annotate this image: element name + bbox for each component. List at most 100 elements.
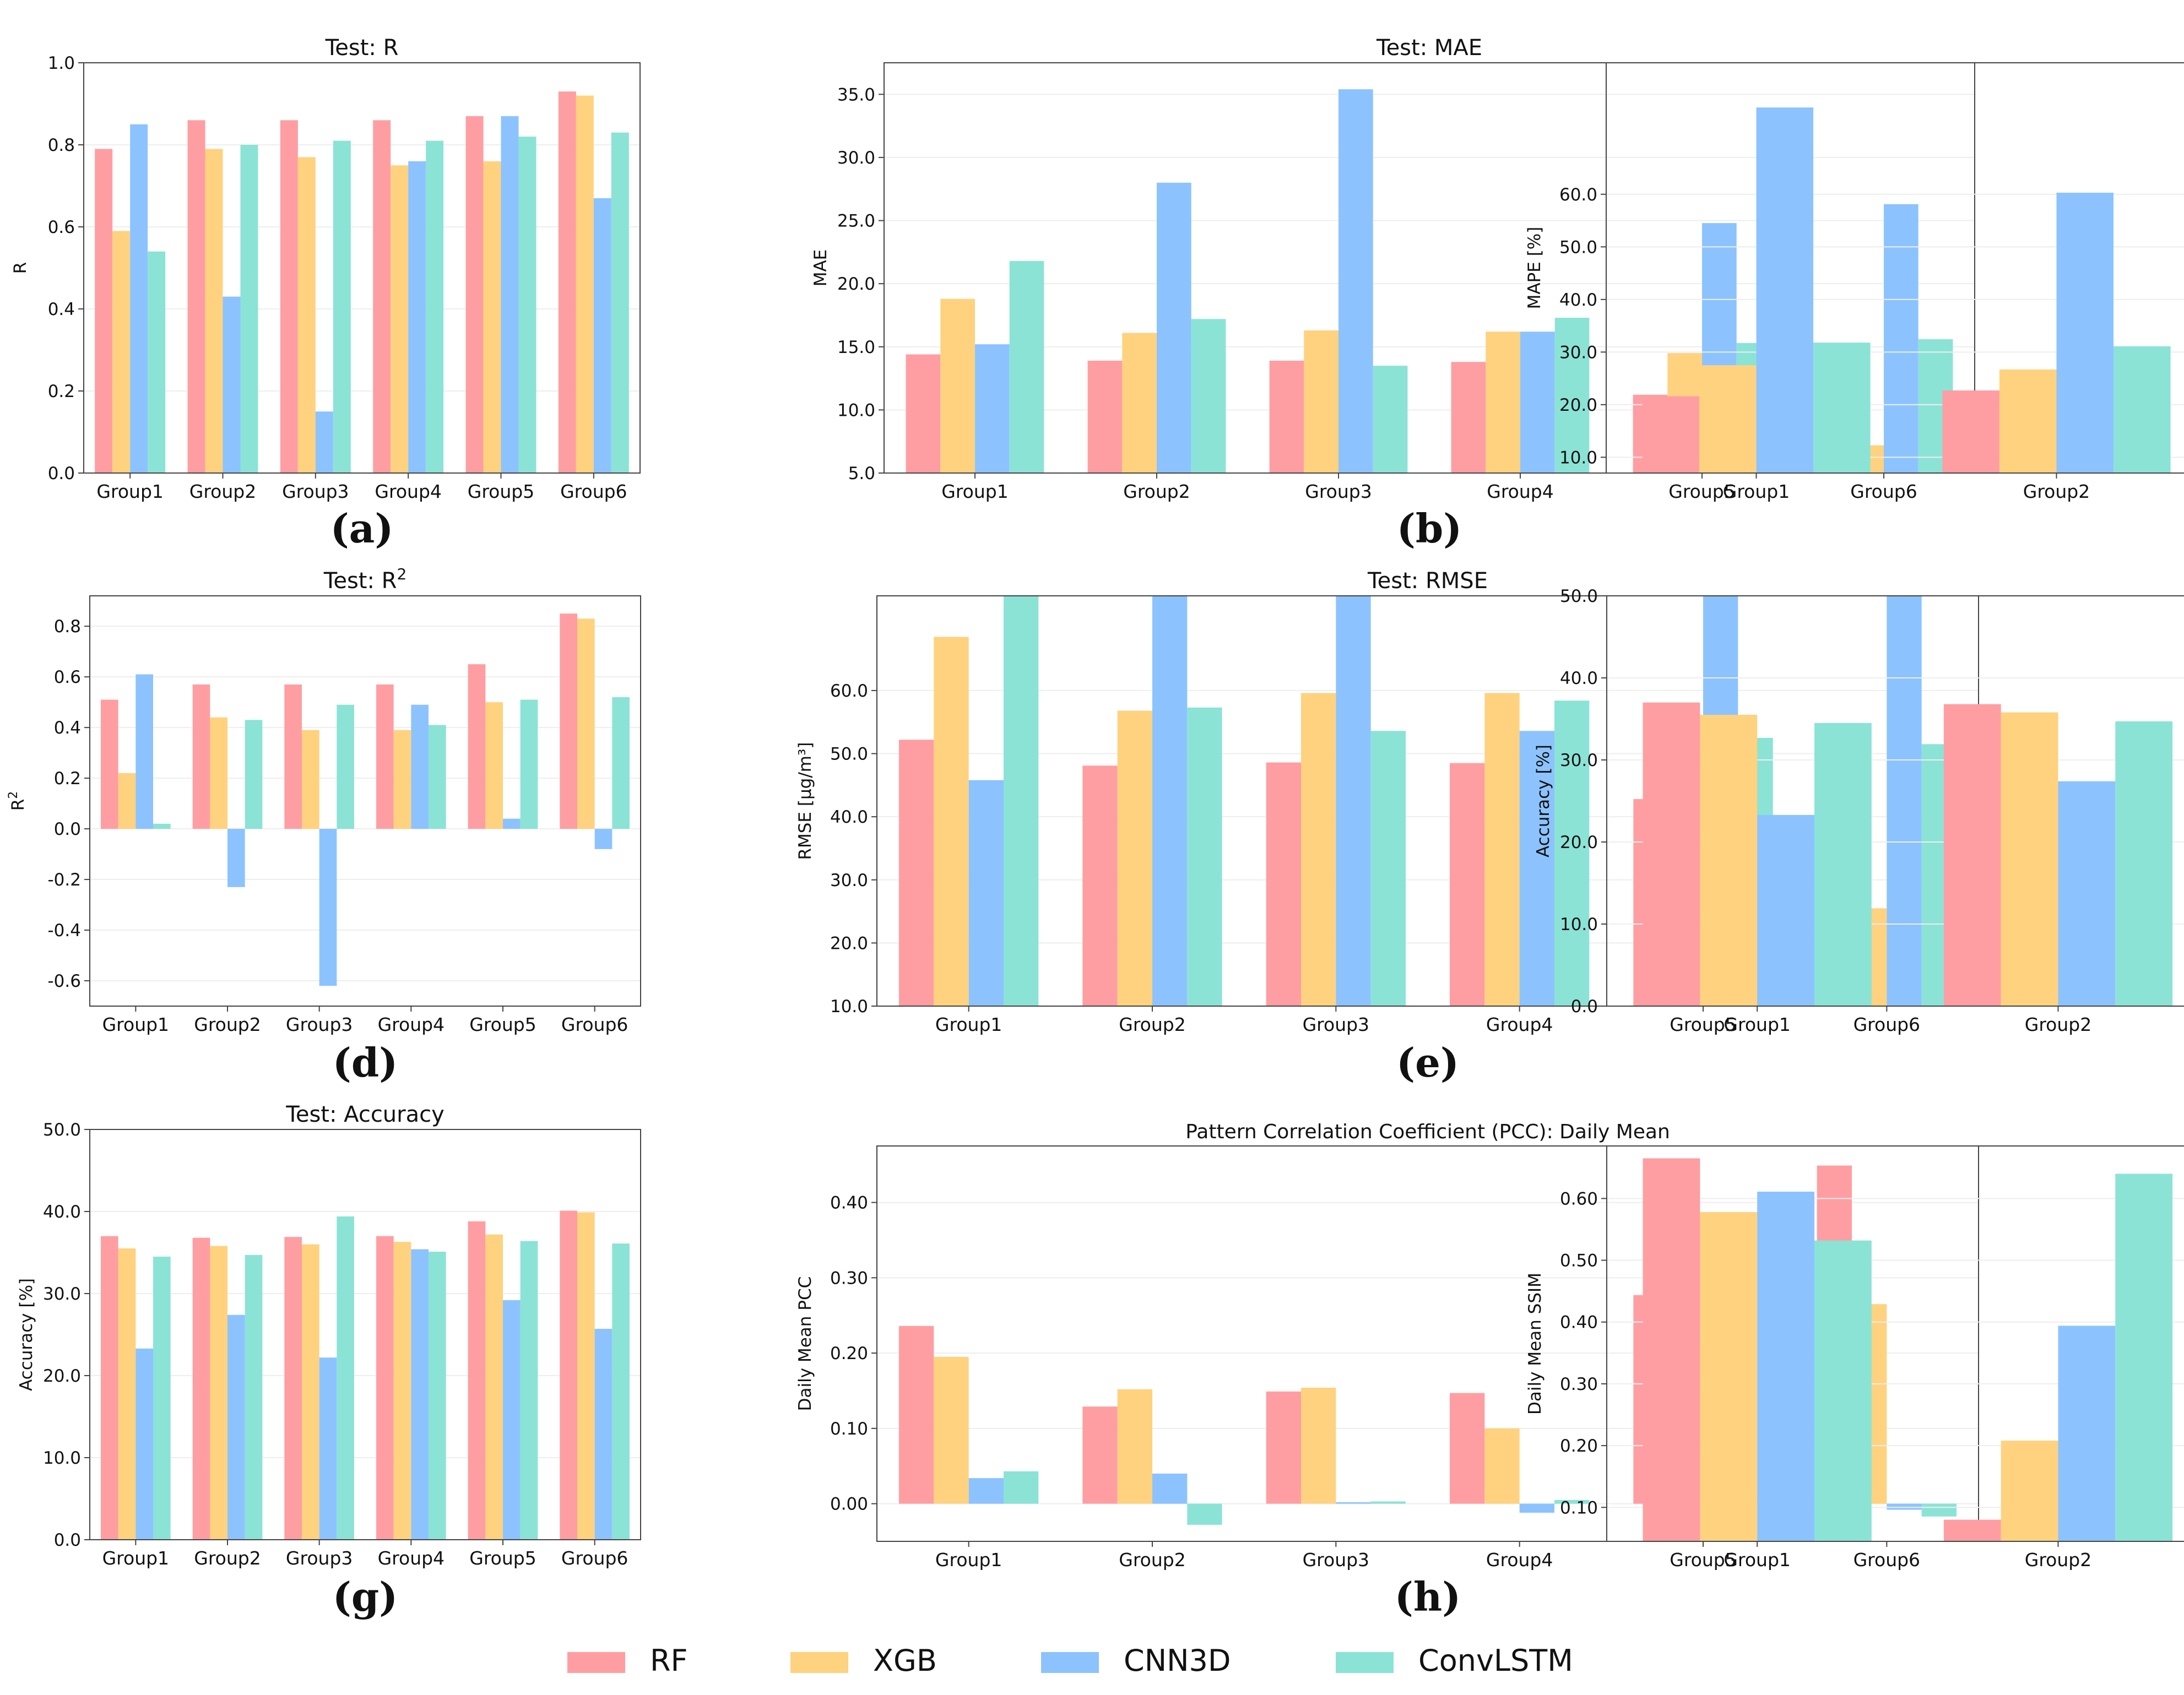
y-axis-label: Accuracy [%] [17, 1278, 36, 1391]
x-tick-label: Group5 [468, 481, 534, 502]
x-tick-label: Group4 [1486, 1014, 1553, 1035]
bar-rf-group4 [373, 120, 391, 474]
title-superscript: 2 [397, 565, 407, 583]
bar-xgb-group6 [576, 95, 594, 474]
bar-xgb-group4 [1484, 1428, 1520, 1504]
bar-rf-group4 [1450, 763, 1485, 1006]
bar-convlstm-group2 [1187, 1503, 1222, 1525]
y-tick-label: 20.0 [837, 274, 875, 294]
bar-rf-group4 [1450, 1393, 1485, 1504]
bar-rf-group3 [280, 120, 298, 474]
legend-label-convlstm: ConvLSTM [1418, 1643, 1573, 1678]
bar-convlstm-group1 [1813, 343, 1871, 473]
x-tick-label: Group2 [189, 481, 256, 502]
y-tick-label: 0.4 [54, 718, 81, 738]
legend-swatch-rf [567, 1652, 625, 1673]
bar-xgb-group4 [391, 165, 409, 473]
y-tick-label: 40.0 [43, 1202, 81, 1222]
x-tick-label: Group6 [1854, 1014, 1920, 1035]
x-tick-label: Group2 [1119, 1014, 1185, 1035]
y-tick-label: 40.0 [830, 807, 868, 827]
bar-xgb-group4 [393, 1242, 411, 1540]
x-tick-label: Group1 [102, 1547, 169, 1569]
bar-convlstm-group1 [1814, 1240, 1872, 1541]
bar-xgb-group2 [210, 1246, 227, 1540]
x-tick-label: Group2 [194, 1547, 261, 1569]
x-tick-label: Group3 [1305, 481, 1372, 502]
bar-rf-group1 [1643, 702, 1700, 1006]
bar-cnn3d-group1 [968, 780, 1004, 1006]
bar-rf-group2 [1082, 1406, 1118, 1504]
x-tick-label: Group2 [2025, 1014, 2091, 1035]
x-tick-label: Group1 [1724, 1549, 1790, 1571]
bar-convlstm-group3 [337, 1216, 354, 1540]
x-tick-label: Group1 [1723, 481, 1790, 502]
bar-rf-group5 [465, 116, 484, 474]
bar-xgb-group4 [393, 730, 411, 829]
bar-xgb-group4 [1486, 332, 1520, 473]
bar-cnn3d-group5 [503, 1300, 521, 1540]
bar-cnn3d-group2 [2058, 1325, 2116, 1541]
x-tick-label: Group1 [941, 481, 1008, 502]
x-tick-label: Group1 [102, 1014, 169, 1035]
bar-convlstm-group3 [333, 140, 351, 474]
y-axis-label: MAE [811, 249, 831, 287]
y-tick-label: 0.10 [830, 1419, 868, 1439]
y-tick-label: -0.6 [48, 971, 82, 991]
bar-rf-group2 [1087, 360, 1123, 473]
bar-convlstm-group4 [1554, 700, 1590, 1006]
bar-cnn3d-group6 [1887, 596, 1922, 1006]
y-tick-label: 10.0 [1560, 915, 1598, 935]
y-tick-label: -0.2 [48, 870, 82, 890]
bar-cnn3d-group3 [315, 411, 333, 473]
legend-label-rf: RF [650, 1643, 688, 1678]
bar-convlstm-group4 [429, 725, 446, 829]
bar-convlstm-group3 [1370, 731, 1406, 1006]
chart-panel-7: 0.0 10.0 20.0 30.0 40.0 50.0 Group1 Group2 Group… [17, 1102, 641, 1620]
y-tick-label: 1.0 [48, 53, 75, 73]
y-axis-label: Accuracy [%] [1533, 745, 1553, 857]
y-tick-label: 50.0 [1560, 586, 1598, 606]
y-tick-label: 0.40 [830, 1193, 868, 1213]
bar-xgb-group1 [112, 231, 131, 473]
bar-rf-group6 [560, 613, 577, 829]
x-tick-label: Group6 [561, 1014, 628, 1035]
y-tick-label: 0.8 [54, 617, 81, 637]
axes-frame [83, 62, 641, 474]
x-tick-label: Group4 [378, 1547, 445, 1569]
bar-cnn3d-group2 [2056, 192, 2114, 473]
y-tick-label: 0.2 [54, 769, 81, 789]
chart-panel-4: -0.6 -0.4 -0.2 0.0 0.2 0.4 0.6 0.8 Group1 Group2 G… [7, 565, 641, 1086]
bar-convlstm-group2 [2115, 721, 2173, 1006]
y-tick-label: 10.0 [1559, 448, 1597, 468]
y-tick-label: 20.0 [830, 933, 868, 953]
bar-rf-group2 [1943, 1519, 2001, 1541]
bar-convlstm-group2 [2115, 1174, 2173, 1541]
panel-label: (h) [1395, 1573, 1461, 1620]
bar-xgb-group2 [1122, 333, 1157, 473]
bar-xgb-group3 [1301, 1388, 1336, 1504]
bar-convlstm-group2 [240, 145, 258, 473]
y-tick-label: 40.0 [1559, 290, 1597, 310]
bar-cnn3d-group5 [501, 116, 519, 474]
bar-xgb-group5 [483, 161, 501, 473]
y-tick-label: 0.2 [48, 382, 75, 401]
y-tick-label: 35.0 [837, 85, 875, 105]
y-tick-label: 30.0 [1560, 751, 1598, 770]
bar-convlstm-group3 [1373, 366, 1408, 473]
bar-convlstm-group4 [429, 1252, 446, 1540]
bar-rf-group2 [1082, 765, 1118, 1006]
chart-title: Test: MAE [1376, 35, 1482, 61]
chart-title: Test: Accuracy [285, 1102, 445, 1127]
bar-rf-group5 [468, 664, 486, 829]
x-tick-label: Group4 [378, 1014, 445, 1035]
x-tick-label: Group2 [1123, 481, 1190, 502]
bar-convlstm-group1 [1004, 1471, 1039, 1504]
bar-convlstm-group4 [1554, 318, 1590, 473]
bar-xgb-group3 [1301, 693, 1336, 1006]
bar-rf-group3 [1269, 360, 1304, 473]
bar-convlstm-group4 [426, 140, 444, 474]
bar-cnn3d-group1 [968, 1478, 1004, 1504]
bar-xgb-group5 [485, 1234, 503, 1540]
bar-xgb-group2 [1999, 369, 2057, 473]
